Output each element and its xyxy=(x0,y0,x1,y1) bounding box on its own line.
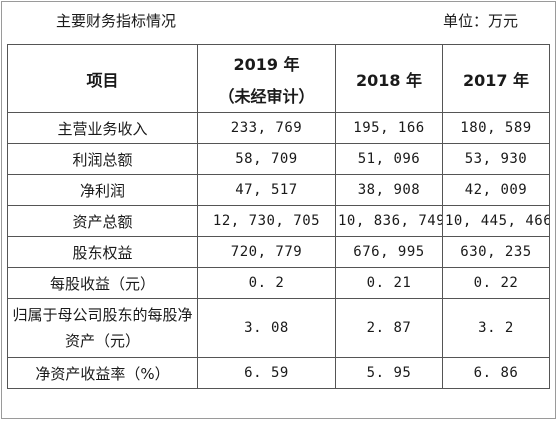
value-2017: 3. 2 xyxy=(442,298,550,358)
value-2019: 720, 779 xyxy=(197,236,336,268)
value-2018: 2. 87 xyxy=(335,298,443,358)
table-row: 归属于母公司股东的每股净资产（元） 3. 08 2. 87 3. 2 xyxy=(7,298,550,358)
row-label: 每股收益（元） xyxy=(7,267,198,299)
value-2019: 12, 730, 705 xyxy=(197,205,336,237)
value-2018: 38, 908 xyxy=(335,174,443,206)
value-2019: 233, 769 xyxy=(197,112,336,144)
row-label: 主营业务收入 xyxy=(7,112,198,144)
table-title: 主要财务指标情况 xyxy=(56,12,177,30)
value-2019: 58, 709 xyxy=(197,143,336,175)
unit-label: 单位：万元 xyxy=(442,12,518,30)
table-row: 股东权益 720, 779 676, 995 630, 235 xyxy=(7,236,550,268)
value-2018: 195, 166 xyxy=(335,112,443,144)
row-label: 归属于母公司股东的每股净资产（元） xyxy=(7,298,198,358)
value-2018: 676, 995 xyxy=(335,236,443,268)
financial-indicators-table: 项目 2019 年 （未经审计） 2018 年 2017 年 主营业务收入 23… xyxy=(7,44,550,389)
header-2017: 2017 年 xyxy=(442,44,550,113)
header-2019-year: 2019 年 xyxy=(233,54,300,74)
value-2019: 6. 59 xyxy=(197,357,336,389)
value-2017: 53, 930 xyxy=(442,143,550,175)
header-2019-note: （未经审计） xyxy=(218,86,315,106)
value-2018: 5. 95 xyxy=(335,357,443,389)
row-label: 股东权益 xyxy=(7,236,198,268)
value-2017: 630, 235 xyxy=(442,236,550,268)
value-2019: 47, 517 xyxy=(197,174,336,206)
header-2018: 2018 年 xyxy=(335,44,443,113)
table-heading: 主要财务指标情况 单位：万元 xyxy=(56,9,518,33)
value-2018: 0. 21 xyxy=(335,267,443,299)
row-label: 资产总额 xyxy=(7,205,198,237)
header-2019: 2019 年 （未经审计） xyxy=(197,44,336,113)
table-row: 每股收益（元） 0. 2 0. 21 0. 22 xyxy=(7,267,550,299)
value-2017: 10, 445, 466 xyxy=(442,205,550,237)
table-row: 利润总额 58, 709 51, 096 53, 930 xyxy=(7,143,550,175)
value-2018: 51, 096 xyxy=(335,143,443,175)
value-2018: 10, 836, 749 xyxy=(335,205,443,237)
row-label: 净利润 xyxy=(7,174,198,206)
value-2019: 3. 08 xyxy=(197,298,336,358)
row-label: 净资产收益率（%） xyxy=(7,357,198,389)
row-label: 利润总额 xyxy=(7,143,198,175)
table-row: 主营业务收入 233, 769 195, 166 180, 589 xyxy=(7,112,550,144)
value-2017: 0. 22 xyxy=(442,267,550,299)
value-2017: 180, 589 xyxy=(442,112,550,144)
table-row: 净利润 47, 517 38, 908 42, 009 xyxy=(7,174,550,206)
value-2017: 42, 009 xyxy=(442,174,550,206)
table-row: 净资产收益率（%） 6. 59 5. 95 6. 86 xyxy=(7,357,550,389)
header-item: 项目 xyxy=(7,44,198,113)
table-header-row: 项目 2019 年 （未经审计） 2018 年 2017 年 xyxy=(7,44,550,113)
value-2017: 6. 86 xyxy=(442,357,550,389)
table-row: 资产总额 12, 730, 705 10, 836, 749 10, 445, … xyxy=(7,205,550,237)
value-2019: 0. 2 xyxy=(197,267,336,299)
